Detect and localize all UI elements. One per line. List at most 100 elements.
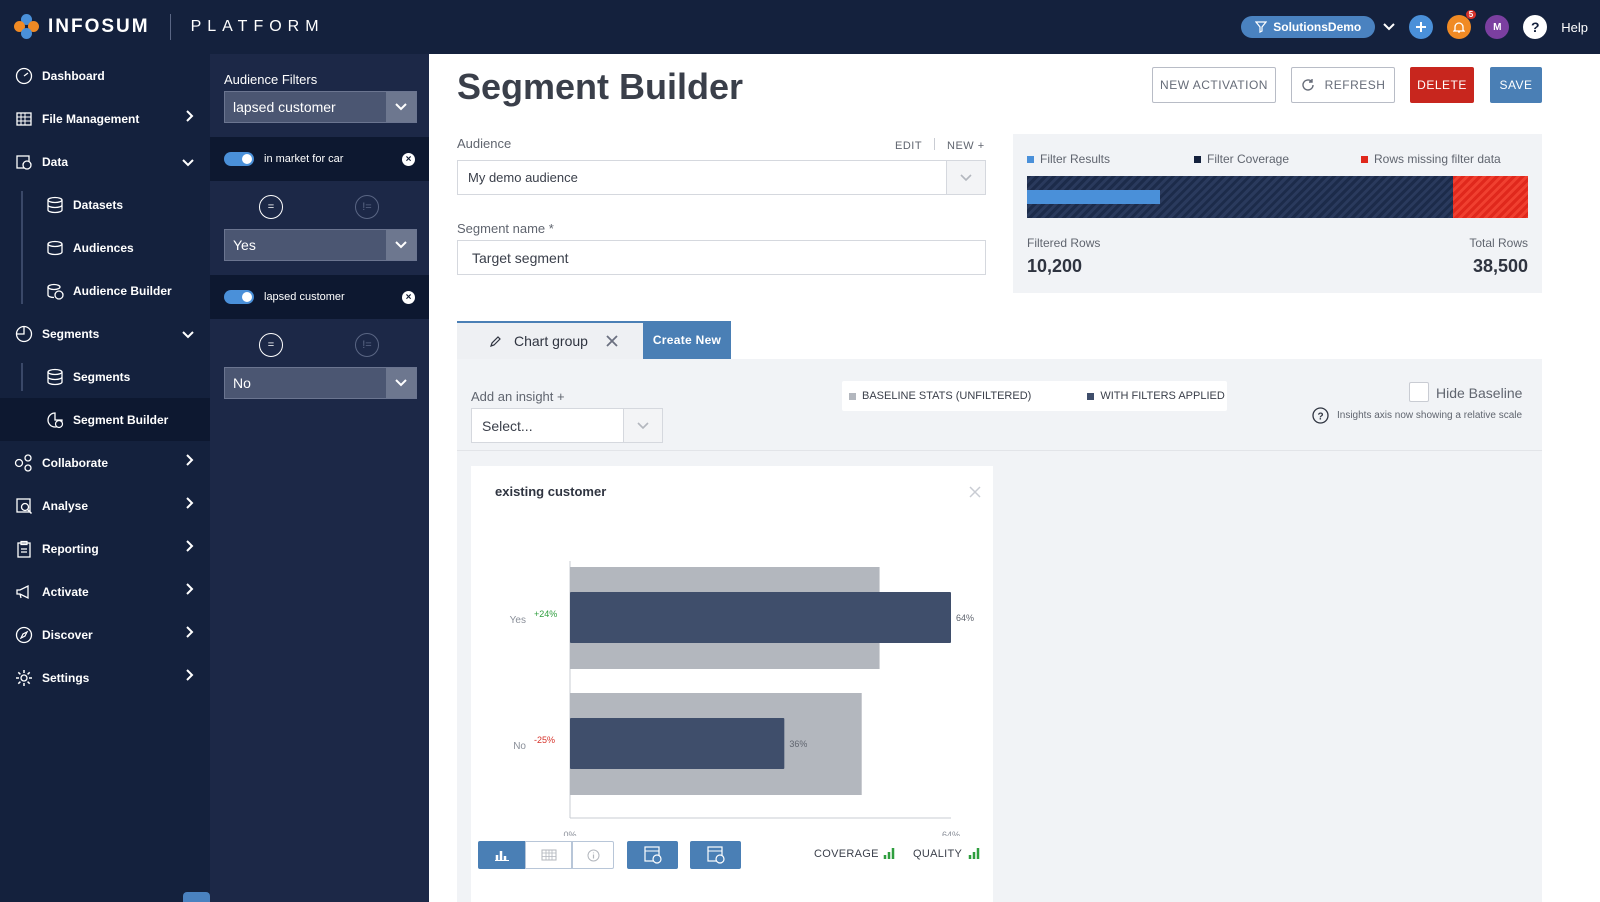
create-new-tab-button[interactable]: Create New	[643, 321, 731, 359]
filter-select-value: lapsed customer	[233, 99, 336, 115]
x-tick-label: 0%	[563, 830, 576, 836]
chart-title: existing customer	[495, 484, 607, 499]
table-icon	[541, 849, 556, 861]
download-image-button[interactable]	[690, 841, 741, 869]
delete-button[interactable]: DELETE	[1410, 67, 1474, 103]
not-equals-operator-button[interactable]: !=	[355, 195, 379, 219]
close-icon[interactable]	[969, 486, 981, 498]
coverage-signal-icon	[883, 847, 897, 859]
chevron-right-icon	[186, 583, 194, 598]
filtered-rows-value: 10,200	[1027, 256, 1083, 276]
legend-filtered: WITH FILTERS APPLIED	[1100, 390, 1225, 402]
sidebar-item-discover[interactable]: Discover	[0, 613, 210, 656]
chevron-right-icon	[186, 540, 194, 555]
new-activation-button[interactable]: NEW ACTIVATION	[1152, 67, 1276, 103]
help-icon[interactable]: ?	[1523, 15, 1548, 39]
tab-label: Chart group	[514, 333, 588, 349]
filter-toggle[interactable]	[224, 152, 254, 166]
segment-name-label: Segment name *	[457, 221, 554, 236]
logo[interactable]: INFOSUM	[14, 14, 150, 40]
chevron-down-icon[interactable]	[1383, 20, 1395, 34]
sidebar-item-segments[interactable]: Segments	[0, 355, 210, 398]
table-view-button[interactable]	[525, 841, 572, 869]
audience-builder-icon	[45, 281, 65, 301]
sidebar-item-file-management[interactable]: File Management	[0, 97, 210, 140]
analyse-icon	[14, 496, 34, 516]
close-icon[interactable]: ×	[402, 153, 415, 166]
audience-filters-panel: Audience Filters lapsed customer in mark…	[210, 54, 429, 902]
org-selector[interactable]: SolutionsDemo	[1241, 16, 1376, 38]
download-csv-button[interactable]	[627, 841, 678, 869]
new-audience-link[interactable]: NEW +	[947, 140, 985, 152]
tab-chart-group[interactable]: Chart group	[457, 321, 643, 359]
add-icon[interactable]	[1409, 15, 1434, 39]
sidebar-item-label: File Management	[42, 111, 140, 126]
pencil-icon[interactable]	[489, 335, 502, 348]
bar-value-label: 36%	[789, 739, 807, 749]
chevron-right-icon	[186, 497, 194, 512]
file-icon	[14, 109, 34, 129]
sidebar-item-dashboard[interactable]: Dashboard	[0, 54, 210, 97]
sidebar-item-analyse[interactable]: Analyse	[0, 484, 210, 527]
avatar[interactable]: M	[1485, 15, 1510, 39]
brand-name: INFOSUM	[48, 16, 150, 37]
sidebar-item-label: Segments	[42, 326, 100, 341]
add-insight-label[interactable]: Add an insight +	[471, 389, 565, 404]
sidebar-item-label: Audiences	[73, 240, 134, 255]
close-icon[interactable]	[606, 335, 618, 347]
equals-operator-button[interactable]: =	[259, 195, 283, 219]
insight-select[interactable]: Select...	[471, 408, 663, 443]
question-icon[interactable]: ?	[1312, 407, 1329, 424]
hide-baseline-label: Hide Baseline	[1436, 385, 1523, 401]
filter-select[interactable]: lapsed customer	[224, 91, 417, 123]
segment-name-input[interactable]: Target segment	[457, 240, 986, 275]
audience-label: Audience	[457, 136, 512, 151]
sidebar-item-collaborate[interactable]: Collaborate	[0, 441, 210, 484]
gear-icon	[14, 668, 34, 688]
sidebar-item-datasets[interactable]: Datasets	[0, 183, 210, 226]
sidebar-item-label: Collaborate	[42, 455, 109, 470]
org-name: SolutionsDemo	[1273, 20, 1362, 34]
csv-download-icon	[643, 846, 662, 864]
sidebar: Dashboard File Management Data Datasets …	[0, 54, 210, 902]
filter-value-select[interactable]: No	[224, 367, 417, 399]
sidebar-collapse-handle[interactable]	[183, 892, 210, 902]
sidebar-item-segments-group[interactable]: Segments	[0, 312, 210, 355]
category-label: Yes	[510, 615, 526, 626]
info-view-button[interactable]	[572, 841, 614, 869]
edit-audience-link[interactable]: EDIT	[895, 140, 923, 152]
sidebar-item-reporting[interactable]: Reporting	[0, 527, 210, 570]
chevron-right-icon	[186, 669, 194, 684]
segments-icon	[14, 324, 34, 344]
bar-chart-view-button[interactable]	[478, 841, 525, 869]
filter-value-select[interactable]: Yes	[224, 229, 417, 261]
product-name: PLATFORM	[190, 18, 325, 35]
refresh-button[interactable]: REFRESH	[1291, 67, 1395, 103]
save-button[interactable]: SAVE	[1490, 67, 1542, 103]
filter-row: in market for car ×	[210, 137, 429, 181]
sidebar-item-segment-builder[interactable]: Segment Builder	[0, 398, 210, 441]
sidebar-item-label: Segments	[73, 369, 131, 384]
top-bar: INFOSUM PLATFORM SolutionsDemo 5 M ? Hel…	[0, 0, 1600, 54]
help-link[interactable]: Help	[1561, 19, 1588, 35]
audience-select[interactable]: My demo audience	[457, 160, 986, 195]
sidebar-item-settings[interactable]: Settings	[0, 656, 210, 699]
notifications-button[interactable]: 5	[1447, 10, 1477, 39]
total-rows-label: Total Rows	[1469, 236, 1528, 250]
hide-baseline-checkbox[interactable]	[1409, 382, 1429, 402]
sidebar-item-activate[interactable]: Activate	[0, 570, 210, 613]
sidebar-item-label: Analyse	[42, 498, 89, 513]
sidebar-item-audience-builder[interactable]: Audience Builder	[0, 269, 210, 312]
audiences-icon	[45, 238, 65, 258]
sidebar-item-label: Segment Builder	[73, 412, 169, 427]
divider	[457, 450, 1542, 451]
close-icon[interactable]: ×	[402, 291, 415, 304]
database-icon	[45, 195, 65, 215]
sidebar-item-audiences[interactable]: Audiences	[0, 226, 210, 269]
chart-group-area: Chart group Create New Add an insight + …	[457, 321, 1542, 902]
not-equals-operator-button[interactable]: !=	[355, 333, 379, 357]
equals-operator-button[interactable]: =	[259, 333, 283, 357]
quality-label: QUALITY	[913, 848, 963, 860]
sidebar-item-data[interactable]: Data	[0, 140, 210, 183]
filter-toggle[interactable]	[224, 290, 254, 304]
